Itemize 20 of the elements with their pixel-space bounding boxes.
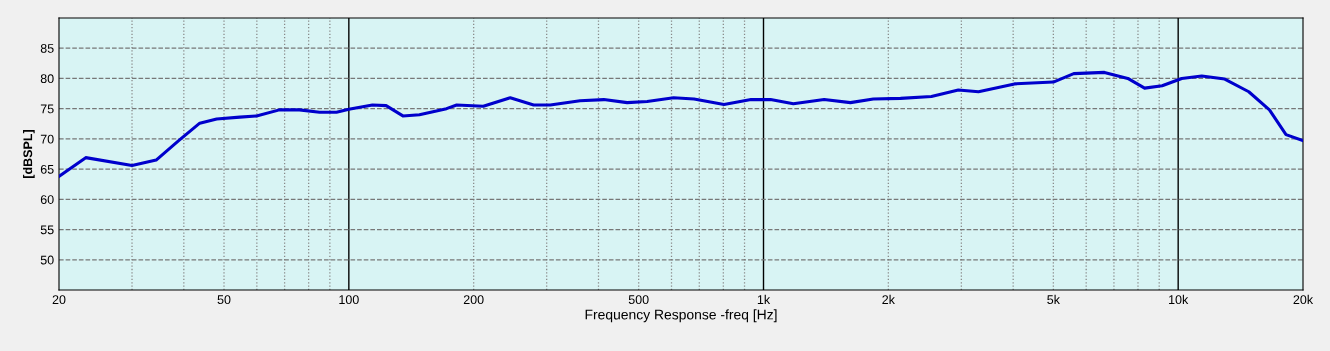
x-tick-label: 2k [882,294,895,304]
x-tick-label: 10k [1169,294,1189,305]
x-tick-label: 50 [217,295,231,305]
x-tick-label: 20k [1293,294,1314,305]
x-tick-label: 200 [463,295,484,305]
y-tick-label: 60 [40,195,54,204]
x-tick-label: 1k [757,294,771,304]
y-tick-label: 85 [40,44,54,53]
y-tick-label: 65 [40,164,54,174]
x-axis-title: Frequency Response -freq [Hz] [585,309,777,323]
x-tick-label: 100 [339,295,359,305]
y-tick-label: 75 [40,104,54,114]
y-tick-label: 70 [40,134,54,144]
y-axis-title: [dBSPL] [23,130,35,178]
y-tick-label: 50 [40,255,54,265]
x-tick-label: 20 [52,295,66,305]
x-tick-label: 5k [1047,294,1060,305]
y-tick-label: 80 [40,74,54,84]
x-tick-label: 500 [628,295,649,305]
y-tick-label: 55 [40,225,54,235]
